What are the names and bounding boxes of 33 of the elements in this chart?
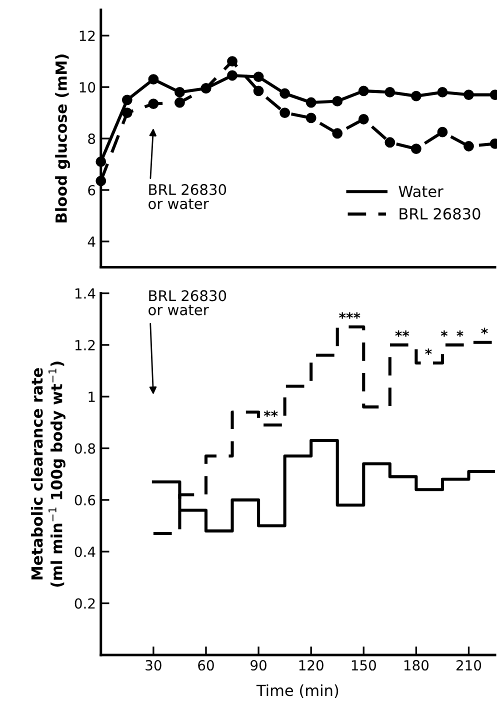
x-tick-label: 180 (404, 660, 429, 671)
y-axis-title: Metabolic clearance rate (ml min$^{−1}$ 100g body wt$^{−1}$) (30, 362, 66, 587)
x-tick-label: 210 (456, 660, 482, 671)
annotation: * (440, 330, 448, 337)
legend-label: Water (398, 186, 444, 198)
x-tick-label: 60 (198, 660, 214, 671)
annotation: * (481, 328, 488, 334)
y-tick-label: 6 (88, 184, 96, 196)
y-axis-title: Blood glucose (mM) (55, 54, 70, 222)
annotation: * (456, 330, 464, 337)
y-tick-label: 0.6 (74, 494, 96, 506)
y-tick-label: 0.2 (74, 598, 95, 609)
x-tick-label: 150 (352, 660, 376, 671)
x-tick-label: 30 (146, 660, 162, 671)
y-tick-label: 4 (88, 236, 96, 247)
y-tick-label: 12 (80, 30, 95, 41)
annotation: * (425, 348, 432, 355)
annotation: BRL 26830 or water (148, 290, 226, 316)
y-tick-label: 0.8 (74, 443, 96, 454)
x-tick-label: 120 (299, 660, 324, 671)
x-axis-title: Time (min) (256, 684, 338, 698)
y-tick-label: 1.2 (75, 340, 95, 350)
y-tick-label: 1 (88, 392, 95, 402)
annotation: ** (264, 410, 278, 417)
y-tick-label: 1.4 (75, 288, 96, 299)
y-tick-label: 8 (88, 134, 96, 144)
legend-label: BRL 26830 (400, 208, 480, 220)
annotation: *** (339, 312, 360, 319)
x-tick-label: 90 (250, 660, 266, 671)
annotation: BRL 26830 or water (148, 184, 226, 210)
annotation: ** (395, 330, 410, 337)
y-tick-label: 10 (80, 82, 96, 93)
y-tick-label: 0.4 (74, 546, 96, 558)
